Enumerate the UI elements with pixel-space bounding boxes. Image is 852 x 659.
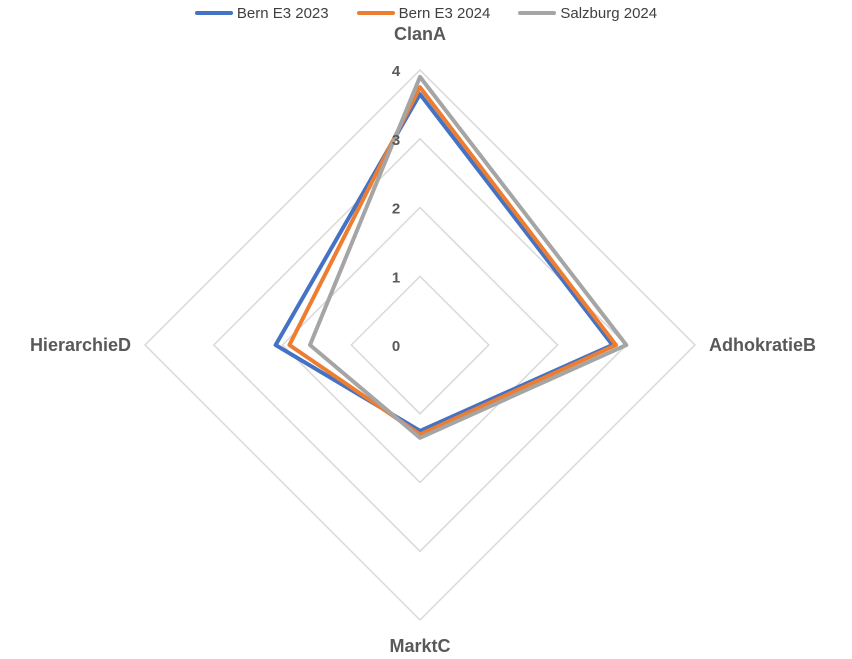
legend-swatch — [194, 11, 233, 15]
axis-label-clana: ClanA — [394, 24, 446, 44]
legend-swatch — [356, 11, 395, 15]
legend-item-bern-e3-2023: Bern E3 2023 — [194, 4, 329, 22]
tick-label-2: 2 — [392, 201, 400, 218]
series-group — [273, 74, 629, 440]
grid-ring-2 — [281, 206, 559, 484]
chart-legend: Bern E3 2023 Bern E3 2024 Salzburg 2024 — [0, 2, 852, 24]
grid-ring-4 — [143, 68, 697, 622]
legend-item-salzburg-2024: Salzburg 2024 — [518, 5, 657, 22]
axis-label-marktc: MarktC — [389, 636, 450, 654]
series-bern-e3-2023 — [273, 92, 615, 433]
axis-label-adhokratieb: AdhokratieB — [709, 335, 816, 355]
axis-label-hierarchied: HierarchieD — [30, 335, 131, 355]
series-salzburg-2024 — [308, 74, 629, 440]
tick-label-3: 3 — [392, 132, 400, 149]
tick-label-0: 0 — [392, 338, 400, 355]
legend-item-bern-e3-2024: Bern E3 2024 — [356, 4, 491, 22]
legend-swatch — [518, 11, 557, 15]
tick-label-1: 1 — [392, 269, 400, 286]
legend-label: Bern E3 2023 — [236, 4, 329, 22]
series-bern-e3-2024 — [287, 85, 618, 437]
grid-ring-1 — [350, 275, 490, 415]
legend-label: Salzburg 2024 — [560, 4, 658, 22]
legend-label: Bern E3 2024 — [398, 4, 491, 22]
tick-label-4: 4 — [392, 63, 401, 80]
